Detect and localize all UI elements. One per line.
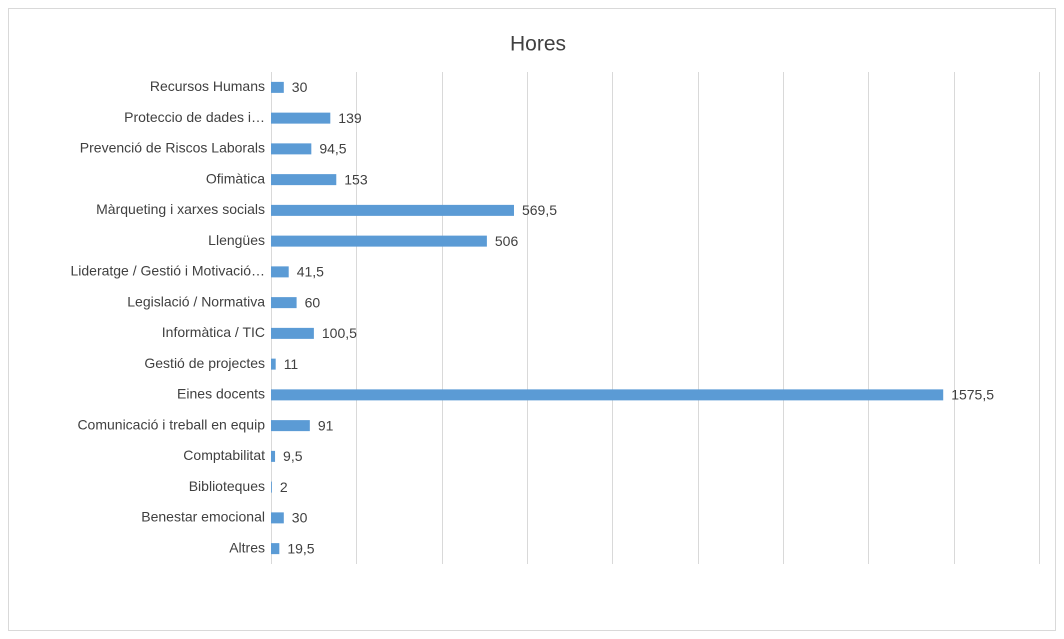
- y-tick-label: Altres: [229, 539, 265, 555]
- bar: [271, 143, 312, 155]
- bar: [271, 481, 272, 493]
- data-label: 2: [280, 479, 288, 495]
- bar: [271, 512, 284, 524]
- y-tick-label: Prevenció de Riscos Laborals: [80, 140, 265, 156]
- bar: [271, 112, 331, 124]
- y-tick-label: Proteccio de dades i…: [124, 109, 265, 125]
- y-tick-label: Informàtica / TIC: [162, 324, 265, 340]
- bar: [271, 543, 280, 555]
- data-label: 1575,5: [951, 387, 994, 403]
- y-tick-label: Benestar emocional: [141, 509, 265, 525]
- data-label: 30: [292, 79, 308, 95]
- y-tick-label: Eines docents: [177, 386, 265, 402]
- chart-frame: [8, 8, 1056, 631]
- y-tick-label: Recursos Humans: [150, 78, 265, 94]
- y-tick-label: Legislació / Normativa: [127, 293, 265, 309]
- bar: [271, 235, 487, 247]
- y-tick-label: Gestió de projectes: [144, 355, 265, 371]
- bar: [271, 81, 284, 93]
- y-tick-label: Lideratge / Gestió i Motivació…: [70, 263, 265, 279]
- data-label: 91: [318, 417, 334, 433]
- y-tick-label: Comunicació i treball en equip: [77, 416, 265, 432]
- bar: [271, 266, 289, 278]
- data-label: 41,5: [297, 264, 324, 280]
- y-tick-label: Màrqueting i xarxes socials: [96, 201, 265, 217]
- data-label: 153: [344, 171, 368, 187]
- y-tick-label: Comptabilitat: [183, 447, 265, 463]
- bar: [271, 358, 276, 370]
- data-label: 19,5: [287, 540, 314, 556]
- data-label: 60: [305, 294, 321, 310]
- bar: [271, 389, 944, 401]
- data-label: 506: [495, 233, 519, 249]
- bar: [271, 204, 514, 216]
- bar: [271, 420, 310, 432]
- data-label: 9,5: [283, 448, 303, 464]
- chart-title: Hores: [510, 33, 566, 56]
- data-label: 94,5: [319, 141, 346, 157]
- bar: [271, 327, 314, 339]
- y-tick-label: Biblioteques: [189, 478, 265, 494]
- data-label: 569,5: [522, 202, 557, 218]
- data-label: 100,5: [322, 325, 357, 341]
- y-tick-label: Ofimàtica: [206, 170, 265, 186]
- y-tick-label: Llengües: [208, 232, 265, 248]
- data-label: 30: [292, 510, 308, 526]
- bar: [271, 174, 337, 186]
- data-label: 11: [284, 356, 299, 372]
- bar: [271, 297, 297, 309]
- data-label: 139: [338, 110, 362, 126]
- bar: [271, 450, 276, 462]
